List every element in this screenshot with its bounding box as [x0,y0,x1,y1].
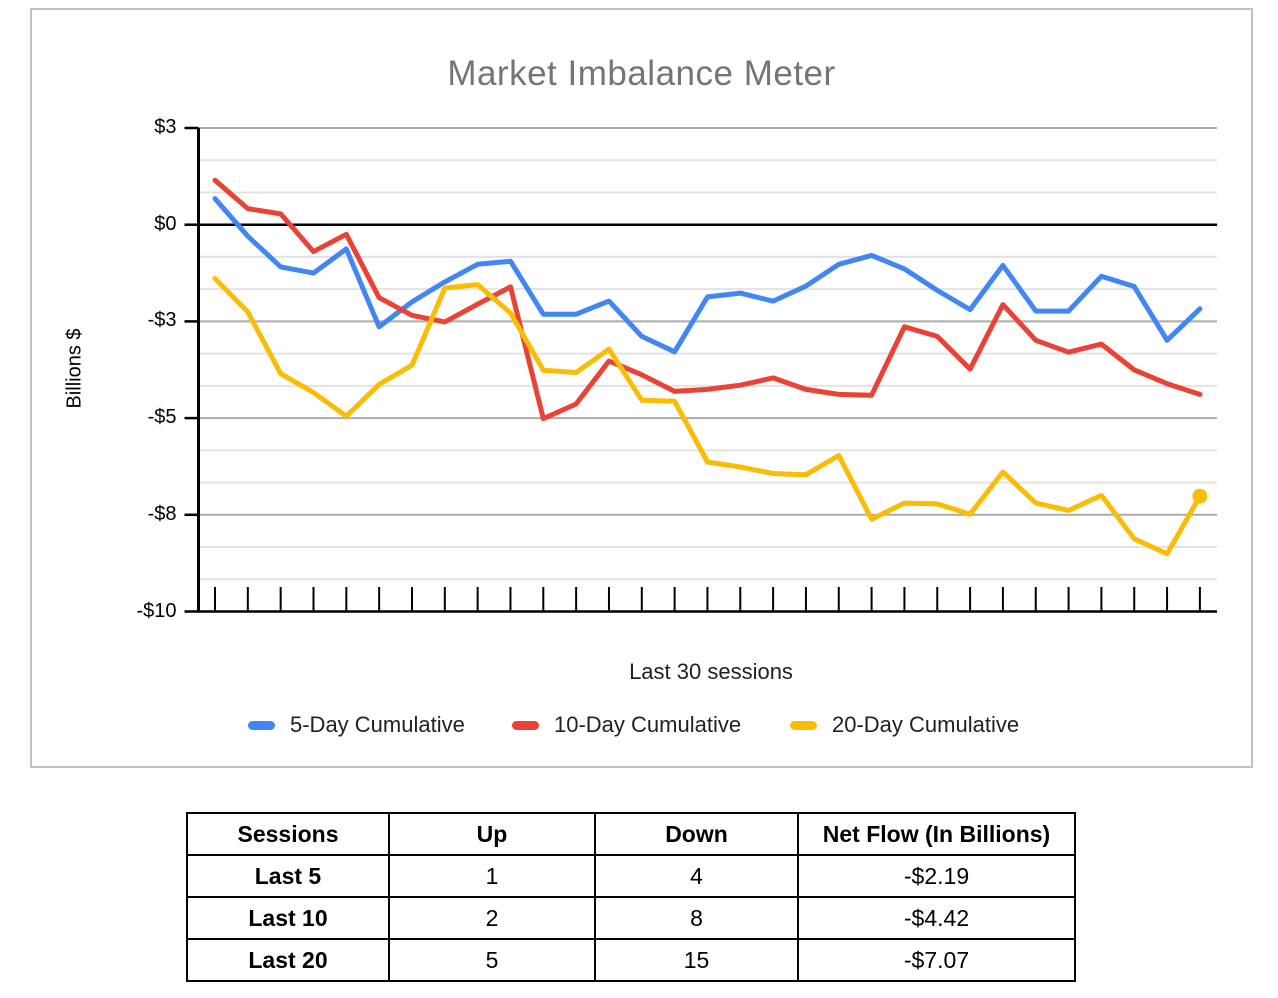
legend-label: 20-Day Cumulative [832,712,1020,737]
stats-table-body: Last 5 1 4 -$2.19 Last 10 2 8 -$4.42 Last 20 5 15-… [186,854,1076,982]
table-header-cell[interactable]: Up [388,812,596,856]
table-cell[interactable]: -$4.42 [797,896,1076,940]
y-tick-label: -$5 [147,406,177,429]
table-row: Last 20 5 15 -$7.07 [186,938,1076,982]
table-header-row: Sessions Up Down Net Flow (In Billions) [186,812,1076,856]
chart-legend: 5-Day Cumulative 10-Day Cumulative 20-Day … [32,710,1251,740]
table-cell[interactable]: Last 10 [186,896,390,940]
series-end-point-marker [1192,488,1208,504]
table-row: Last 5 1 4 -$2.19 [186,854,1076,898]
chart-title: Market Imbalance Meter [447,54,836,93]
table-cell[interactable]: 8 [594,896,799,940]
legend-label: 5-Day Cumulative [290,712,465,737]
table-cell[interactable]: 2 [388,896,596,940]
stats-table: Sessions Up Down Net Flow (In Billions) Las… [186,812,1076,982]
series-line-10-day-cumulative [212,177,1203,422]
table-cell[interactable]: -$2.19 [797,854,1076,898]
table-cell[interactable]: 4 [594,854,799,898]
line-chart [184,126,1217,613]
legend-label: 10-Day Cumulative [554,712,742,737]
legend-item: 20-Day Cumulative [790,710,1019,740]
table-header-cell[interactable]: Sessions [186,812,390,856]
series-line-5-day-cumulative [212,196,1203,355]
table-cell[interactable]: Last 5 [186,854,390,898]
table-row: Last 10 2 8 -$4.42 [186,896,1076,940]
table-cell[interactable]: 15 [594,938,799,982]
legend-swatch-icon [790,720,817,730]
table-header-cell[interactable]: Net Flow (In Billions) [797,812,1076,856]
y-tick-label: $0 [154,212,177,235]
y-tick-label: $3 [154,116,177,138]
legend-swatch-icon [512,720,539,730]
legend-item: 5-Day Cumulative [248,710,465,740]
legend-swatch-icon [248,720,275,730]
table-cell[interactable]: 5 [388,938,596,982]
table-cell[interactable]: -$7.07 [797,938,1076,982]
chart-card: Market Imbalance Meter $3 $0 -$3 -$5 -$8 -$10… [30,8,1253,768]
table-cell[interactable]: 1 [388,854,596,898]
series-line-20-day-cumulative [212,276,1203,557]
table-cell[interactable]: Last 20 [186,938,390,982]
y-axis-title: Billions $ [63,328,86,409]
legend-item: 10-Day Cumulative [512,710,741,740]
y-tick-label: -$10 [136,599,177,622]
table-header-cell[interactable]: Down [594,812,799,856]
x-axis-title: Last 30 sessions [629,659,793,684]
stats-table-header: Sessions Up Down Net Flow (In Billions) [186,812,1076,856]
y-tick-label: -$3 [147,309,177,332]
y-tick-label: -$8 [147,502,177,525]
